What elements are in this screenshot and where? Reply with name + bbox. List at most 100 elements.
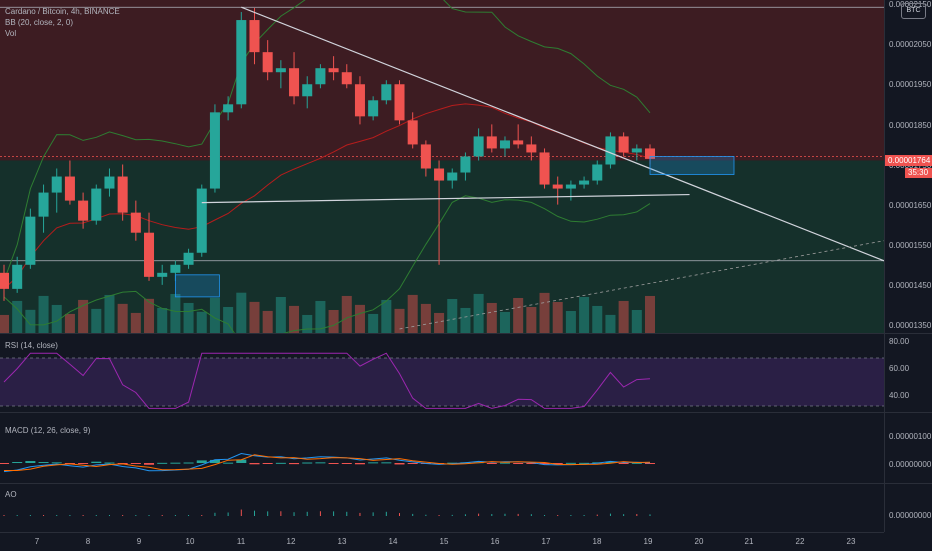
macd-histogram-bar [91, 461, 102, 463]
candle-body [434, 168, 445, 181]
time-tick: 20 [694, 537, 704, 546]
macd-histogram-bar [565, 462, 576, 464]
rsi-band [0, 358, 884, 406]
candle-body [341, 72, 352, 85]
macd-histogram-bar [25, 461, 36, 463]
time-axis[interactable]: 7 8 9 10 11 12 13 14 15 16 17 18 19 20 2… [0, 532, 884, 551]
chart-legend: Cardano / Bitcoin, 4h, BINANCE BB (20, c… [5, 6, 120, 39]
volume-bar [473, 293, 484, 333]
candle-body [565, 184, 576, 189]
pane-separator[interactable] [0, 412, 932, 413]
resistance-zone [0, 0, 884, 161]
macd-histogram-bar [104, 462, 115, 464]
volume-bar [25, 309, 36, 333]
price-axis[interactable]: 0.00002150 0.00002050 0.00001950 0.00001… [884, 0, 932, 333]
price-tick: 0.00001850 [889, 121, 932, 130]
volume-bar [407, 294, 418, 333]
volume-bar [249, 301, 260, 333]
rsi-axis[interactable]: 80.00 60.00 40.00 [884, 334, 932, 412]
support-trendline [201, 193, 690, 204]
time-tick: 11 [236, 537, 246, 546]
volume-bar [0, 314, 10, 333]
ao-tick: 0.00000000 [889, 511, 932, 520]
ao-pane[interactable] [0, 484, 884, 532]
candle-body [552, 184, 563, 189]
volume-bar [315, 300, 326, 333]
macd-pane[interactable] [0, 413, 884, 483]
macd-legend[interactable]: MACD (12, 26, close, 9) [5, 426, 91, 435]
macd-histogram-bar [315, 462, 326, 464]
volume-bar [513, 297, 524, 333]
candle-body [223, 104, 234, 113]
volume-bar [236, 292, 247, 333]
rsi-legend[interactable]: RSI (14, close) [5, 341, 58, 350]
time-tick: 12 [286, 537, 296, 546]
candle-body [539, 152, 550, 185]
volume-bar [51, 304, 62, 333]
volume-bar [183, 302, 194, 333]
time-tick: 18 [592, 537, 602, 546]
candle-body [196, 188, 207, 253]
price-chart[interactable] [0, 0, 884, 333]
volume-bar [130, 312, 141, 333]
price-tick: 0.00001650 [889, 201, 932, 210]
candle-body [25, 216, 36, 265]
bb-indicator-label[interactable]: BB (20, close, 2, 0) [5, 18, 74, 27]
candle-body [78, 200, 89, 221]
candle-body [460, 156, 471, 173]
candle-body [144, 232, 155, 277]
candle-body [381, 84, 392, 101]
main-chart-pane[interactable] [0, 0, 884, 333]
macd-histogram-bar [223, 462, 234, 464]
currency-button[interactable]: BTC [901, 3, 926, 19]
volume-bar [644, 295, 656, 333]
volume-bar [447, 298, 458, 333]
macd-histogram-bar [170, 462, 181, 464]
candle-body [473, 136, 484, 157]
macd-histogram-bar [447, 462, 458, 464]
macd-histogram-bar [236, 459, 247, 463]
macd-histogram-bar [618, 463, 629, 464]
rsi-tick: 80.00 [889, 337, 910, 346]
dashed-projection-line [399, 240, 884, 330]
bb-upper-band [3, 0, 651, 281]
signal-line [4, 454, 651, 471]
candle-body [513, 140, 524, 145]
candle-body [447, 172, 458, 181]
descending-trendline [241, 6, 884, 262]
macd-histogram-bar [368, 462, 379, 464]
macd-histogram-bar [157, 462, 168, 464]
rsi-pane[interactable] [0, 334, 884, 412]
pane-separator[interactable] [0, 333, 932, 334]
macd-histogram-bar [579, 462, 590, 464]
ao-axis[interactable]: 0.00000000 [884, 484, 932, 532]
candle-body [394, 84, 405, 121]
ao-legend[interactable]: AO [5, 490, 17, 499]
volume-bar [12, 300, 23, 333]
candle-body [91, 188, 102, 221]
candle-body [328, 68, 339, 73]
volume-bar [526, 306, 537, 333]
pane-separator[interactable] [0, 483, 932, 484]
volume-bar [262, 310, 273, 333]
volume-bar [565, 310, 576, 333]
time-tick: 21 [744, 537, 754, 546]
macd-histogram-bar [486, 463, 497, 464]
volume-indicator-label[interactable]: Vol [5, 29, 17, 38]
volume-bar [631, 309, 642, 333]
volume-bar [341, 295, 352, 333]
candle-body [170, 264, 181, 273]
volume-bar [289, 305, 300, 333]
candle-body [644, 148, 656, 159]
symbol-title[interactable]: Cardano / Bitcoin, 4h, BINANCE [5, 7, 120, 16]
macd-axis[interactable]: 0.00000100 0.00000000 [884, 413, 932, 483]
macd-histogram-bar [644, 463, 656, 464]
macd-histogram-bar [12, 462, 23, 464]
volume-bar [592, 305, 603, 333]
bb-basis-line [3, 103, 651, 290]
macd-histogram-bar [499, 462, 510, 464]
macd-histogram-bar [539, 463, 550, 465]
time-tick: 13 [337, 537, 347, 546]
volume-bar [223, 306, 234, 333]
candle-body [157, 272, 168, 277]
